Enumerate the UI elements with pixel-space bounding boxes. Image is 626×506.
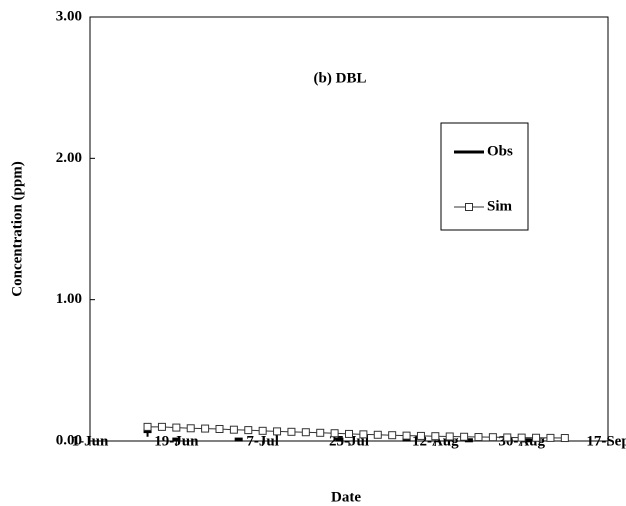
obs-marker	[464, 438, 473, 443]
sim-marker	[273, 427, 282, 436]
x-tick-label: 7-Jul	[246, 433, 279, 449]
sim-marker	[172, 423, 181, 432]
x-tick-label: 25-Jul	[329, 433, 369, 449]
sim-marker	[330, 429, 339, 438]
sim-marker	[460, 432, 469, 441]
sim-marker	[445, 432, 454, 441]
sim-marker	[474, 433, 483, 442]
obs-marker	[143, 429, 152, 434]
legend-box	[440, 122, 529, 231]
sim-marker	[359, 430, 368, 439]
sim-marker	[503, 433, 512, 442]
y-tick-label: 2.00	[56, 150, 82, 166]
x-axis-label: Date	[331, 489, 361, 505]
sim-marker	[416, 431, 425, 440]
sim-marker	[373, 430, 382, 439]
sim-marker	[316, 428, 325, 437]
obs-marker	[522, 438, 531, 443]
sim-marker	[517, 433, 526, 442]
sim-marker	[157, 422, 166, 431]
sim-marker	[244, 426, 253, 435]
sim-marker	[546, 433, 555, 442]
sim-marker	[215, 424, 224, 433]
y-axis-label: Concentration (ppm)	[9, 161, 25, 296]
obs-marker	[234, 437, 243, 442]
legend-marker	[465, 203, 473, 211]
sim-marker	[201, 424, 210, 433]
sim-marker	[143, 422, 152, 431]
sim-marker	[345, 429, 353, 438]
x-tick-label: 1-Jun	[72, 433, 109, 449]
legend-label: Sim	[487, 198, 513, 214]
sim-marker	[560, 434, 569, 443]
sim-marker	[287, 427, 296, 436]
y-tick-label: 0.00	[56, 432, 82, 448]
sim-marker	[258, 426, 267, 435]
y-tick-label: 1.00	[56, 291, 82, 307]
y-tick-label: 3.00	[56, 8, 82, 24]
obs-marker	[335, 437, 344, 442]
x-tick-label: 17-Sep	[586, 433, 626, 449]
sim-marker	[186, 424, 195, 433]
sim-marker	[431, 432, 440, 441]
sim-marker	[388, 431, 397, 440]
obs-marker	[172, 437, 181, 442]
sim-marker	[229, 425, 238, 434]
sim-marker	[402, 431, 411, 440]
legend-label: Obs	[487, 143, 513, 159]
sim-marker	[488, 433, 497, 442]
sim-marker	[301, 428, 310, 437]
sim-marker	[532, 433, 541, 442]
chart-title: (b) DBL	[314, 70, 367, 86]
